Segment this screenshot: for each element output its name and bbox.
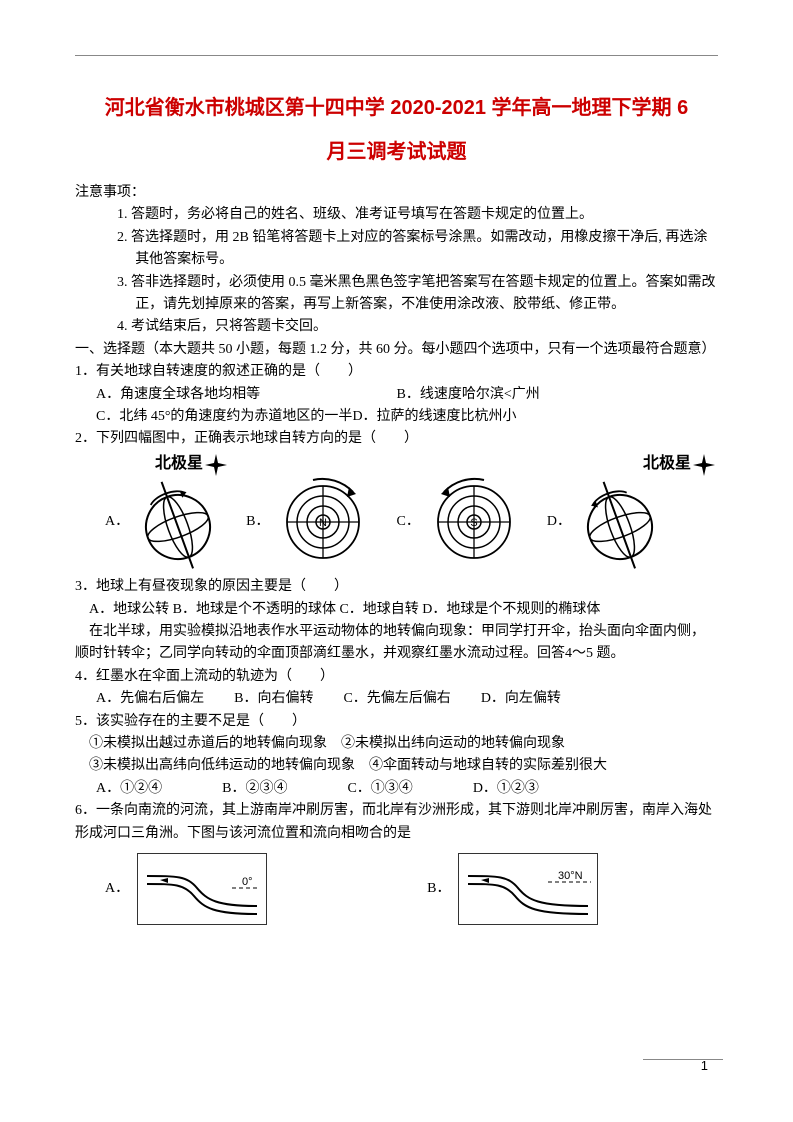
globe-a-icon (133, 472, 223, 572)
svg-text:N: N (320, 517, 328, 529)
polar-n-icon: N (273, 472, 373, 572)
q6-options-row: A． 0° B． (75, 853, 718, 925)
q3-opts: A．地球公转 B．地球是个不透明的球体 C．地球自转 D．地球是个不规则的椭球体 (75, 599, 718, 621)
section-1-header: 一、选择题（本大题共 50 小题，每题 1.2 分，共 60 分。每小题四个选项… (75, 339, 718, 361)
svg-text:0°: 0° (242, 876, 253, 888)
polar-s-icon: S (424, 472, 524, 572)
q4-options: A．先偏右后偏左 B．向右偏转 C．先偏左后偏右 D．向左偏转 (75, 688, 718, 710)
notice-1: 1. 答题时，务必将自己的姓名、班级、准考证号填写在答题卡规定的位置上。 (75, 204, 718, 226)
q3-stem: 3．地球上有昼夜现象的原因主要是（ ） (75, 576, 718, 598)
globe-d-icon (575, 472, 665, 572)
q5-options: A．①②④ B．②③④ C．①③④ D．①②③ (75, 778, 718, 800)
q5-a: A．①②④ (96, 778, 162, 800)
q1-opt-a: A．角速度全球各地均相等 (75, 384, 397, 406)
svg-text:S: S (470, 517, 477, 529)
q5-line2: ③未模拟出高纬向低纬运动的地转偏向现象 ④伞面转动与地球自转的实际差别很大 (75, 755, 718, 777)
q1-opt-d: D．拉萨的线速度比杭州小 (352, 406, 516, 428)
q2-options-row: A． B． (105, 472, 665, 572)
q2-stem: 2．下列四幅图中，正确表示地球自转方向的是（ ） (75, 428, 718, 450)
q5-stem: 5．该实验存在的主要不足是（ ） (75, 711, 718, 733)
title-line-1: 河北省衡水市桃城区第十四中学 2020-2021 学年高一地理下学期 6 (75, 86, 718, 130)
river-b-icon: 30°N (463, 858, 593, 920)
page-number: 1 (701, 1056, 708, 1077)
q4-a: A．先偏右后偏左 (96, 688, 204, 710)
q6-stem: 6．一条向南流的河流，其上游南岸冲刷厉害，而北岸有沙洲形成，其下游则北岸冲刷厉害… (75, 800, 718, 845)
star-icon (693, 454, 715, 476)
q2-opt-c: C． S (397, 472, 524, 572)
q5-b: B．②③④ (222, 778, 287, 800)
q5-line1: ①未模拟出越过赤道后的地转偏向现象 ②未模拟出纬向运动的地转偏向现象 (75, 733, 718, 755)
q1-opt-b: B．线速度哈尔滨<广州 (397, 384, 540, 406)
page-container: 河北省衡水市桃城区第十四中学 2020-2021 学年高一地理下学期 6 月三调… (0, 0, 793, 1122)
title-line-2: 月三调考试试题 (75, 130, 718, 174)
river-b-box: 30°N (458, 853, 598, 925)
q4-stem: 4．红墨水在伞面上流动的轨迹为（ ） (75, 666, 718, 688)
q2-opt-b: B． N (246, 472, 373, 572)
notice-3: 3. 答非选择题时，必须使用 0.5 毫米黑色黑色签字笔把答案写在答题卡规定的位… (117, 272, 718, 317)
q2-opt-a: A． (105, 472, 223, 572)
q1-opt-c: C．北纬 45°的角速度约为赤道地区的一半 (96, 406, 352, 428)
q6-opt-b: B． 30°N (427, 853, 598, 925)
page-number-rule (643, 1059, 723, 1060)
q4-b: B．向右偏转 (234, 688, 313, 710)
notice-header: 注意事项： (75, 182, 718, 204)
q1-stem: 1．有关地球自转速度的叙述正确的是（ ） (75, 361, 718, 383)
q6-opt-a: A． 0° (105, 853, 267, 925)
notice-4: 4. 考试结束后，只将答题卡交回。 (75, 316, 718, 338)
q4-d: D．向左偏转 (481, 688, 561, 710)
exam-title: 河北省衡水市桃城区第十四中学 2020-2021 学年高一地理下学期 6 月三调… (75, 86, 718, 174)
q5-d: D．①②③ (473, 778, 539, 800)
top-rule (75, 55, 718, 56)
body: 注意事项： 1. 答题时，务必将自己的姓名、班级、准考证号填写在答题卡规定的位置… (75, 182, 718, 925)
river-a-box: 0° (137, 853, 267, 925)
notice-2: 2. 答选择题时，用 2B 铅笔将答题卡上对应的答案标号涂黑。如需改动，用橡皮擦… (117, 227, 718, 272)
q2-opt-d: D． (547, 472, 665, 572)
q5-c: C．①③④ (347, 778, 412, 800)
q4-c: C．先偏左后偏右 (343, 688, 450, 710)
river-a-icon: 0° (142, 858, 262, 920)
svg-text:30°N: 30°N (558, 870, 583, 882)
passage-4-5: 在北半球，用实验模拟沿地表作水平运动物体的地转偏向现象：甲同学打开伞，抬头面向伞… (75, 621, 718, 666)
